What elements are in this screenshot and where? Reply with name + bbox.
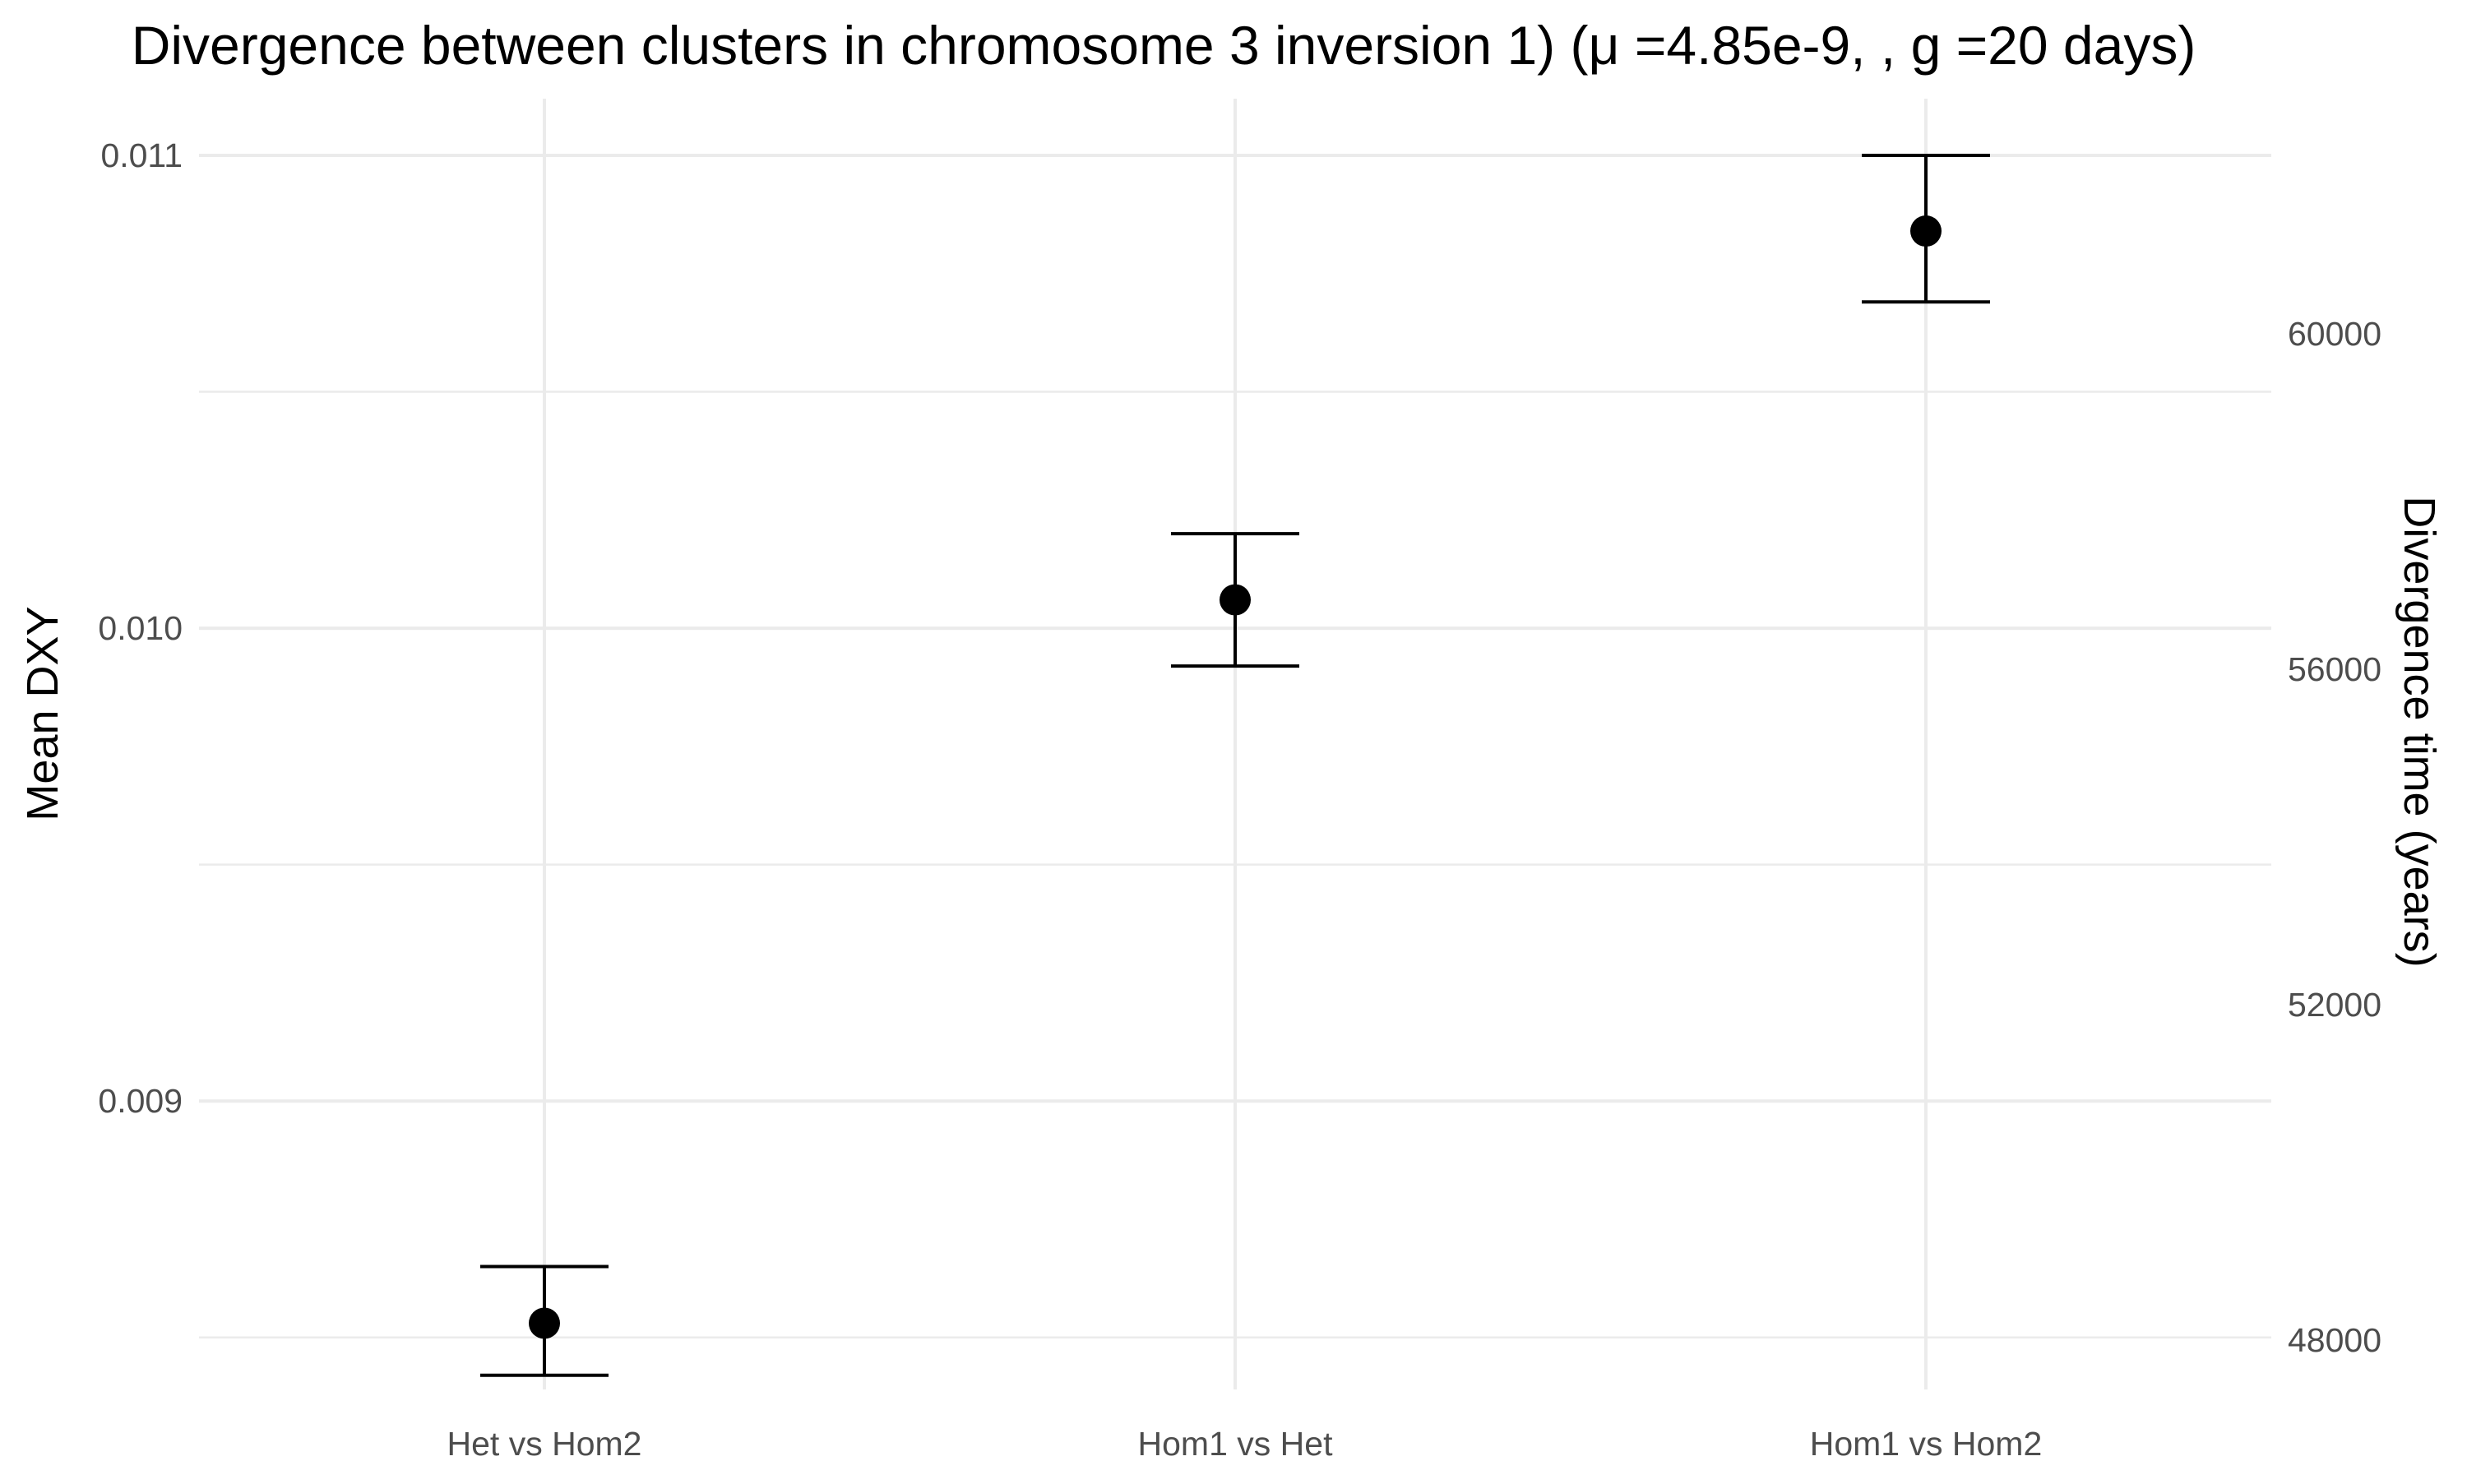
y2-tick-label: 60000 xyxy=(2288,315,2381,353)
labels-layer: 0.009 0.010 0.011 48000 52000 56000 60000 Het v… xyxy=(98,136,2381,1463)
y-axis-title: Mean DXY xyxy=(18,606,67,821)
y-tick-label: 0.010 xyxy=(98,609,183,647)
x-tick-label: Hom1 vs Het xyxy=(1138,1425,1334,1463)
data-point xyxy=(1910,215,1942,247)
grid-layer xyxy=(199,99,2271,1389)
chart-title: Divergence between clusters in chromosom… xyxy=(132,15,2196,76)
data-point xyxy=(1220,584,1251,616)
x-tick-label: Het vs Hom2 xyxy=(447,1425,642,1463)
y-tick-label: 0.009 xyxy=(98,1082,183,1120)
x-tick-label: Hom1 vs Hom2 xyxy=(1810,1425,2043,1463)
y2-tick-label: 56000 xyxy=(2288,650,2381,688)
y2-tick-label: 52000 xyxy=(2288,986,2381,1024)
y-tick-label: 0.011 xyxy=(100,136,183,174)
data-point xyxy=(529,1307,560,1339)
y2-tick-label: 48000 xyxy=(2288,1321,2381,1359)
marks-layer xyxy=(480,154,1990,1377)
y2-axis-title: Divergence time (years) xyxy=(2395,496,2444,967)
